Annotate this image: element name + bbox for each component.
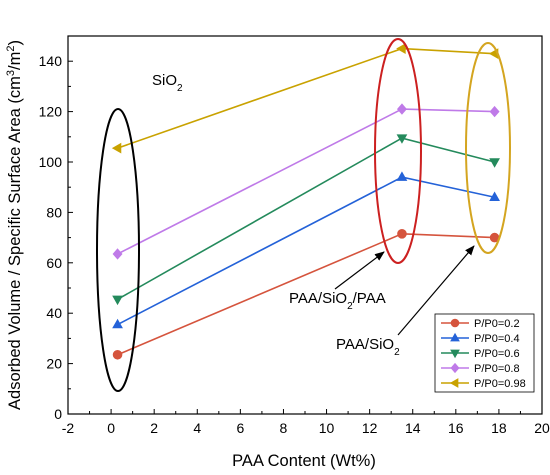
legend-label: P/P0=0.98 (474, 378, 526, 390)
legend-label: P/P0=0.6 (474, 348, 520, 360)
series-line (117, 108, 495, 255)
data-point (111, 142, 122, 154)
series-2 (112, 171, 500, 329)
legend: P/P0=0.2 P/P0=0.4 P/P0=0.6 P/P0=0.8 P/P0=0.9… (434, 313, 535, 393)
x-tick-label: 10 (319, 420, 335, 436)
y-tick-label: 60 (46, 255, 62, 271)
y-tick-label: 20 (46, 356, 62, 372)
legend-marker (449, 378, 459, 388)
data-point (112, 248, 123, 260)
sio2-ellipse (96, 108, 140, 392)
x-tick-label: -2 (62, 420, 75, 436)
data-point (396, 171, 408, 181)
annotation-paa-sio2-paa-sub: 2 (347, 301, 353, 312)
annotation-arrow-paa-sio2-paa (334, 251, 385, 290)
x-axis-title: PAA Content (Wt%) (232, 452, 376, 470)
data-point (489, 191, 500, 202)
y-axis-title-sup-2: 2 (5, 46, 17, 52)
annotation-sio2-sub: 2 (177, 83, 183, 94)
legend-marker (450, 332, 460, 342)
data-point (112, 349, 123, 360)
y-axis-title: Adsorbed Volume / Specific Surface Area … (5, 40, 24, 410)
legend-marker (450, 318, 460, 328)
annotation-paa-sio2: PAA/SiO2 (336, 336, 400, 358)
legend-label: P/P0=0.2 (474, 318, 520, 330)
series-5 (111, 43, 499, 154)
annotation-paa-sio2-paa: PAA/SiO2/PAA (289, 290, 386, 312)
paa-sio2-ellipse (465, 42, 511, 254)
series-3 (112, 134, 500, 306)
y-tick-label: 80 (46, 204, 62, 220)
y-axis-title-sup-3: 3 (5, 70, 17, 76)
x-tick-label: 12 (362, 420, 378, 436)
data-point (489, 105, 500, 118)
x-tick-label: 20 (534, 420, 550, 436)
x-tick-label: 2 (150, 420, 158, 436)
data-point (112, 318, 123, 329)
legend-label: P/P0=0.8 (474, 363, 520, 375)
x-tick-label: 18 (491, 420, 507, 436)
legend-marker (450, 349, 460, 359)
annotation-paa-sio2-sub: 2 (394, 347, 400, 358)
y-axis-title-slash: /m (6, 52, 24, 70)
data-point (396, 134, 408, 144)
series-1 (112, 229, 500, 360)
series-4 (112, 103, 500, 260)
y-tick-label: 0 (54, 406, 62, 422)
y-tick-label: 40 (46, 305, 62, 321)
data-point (489, 158, 500, 168)
x-tick-label: 14 (405, 420, 421, 436)
annotation-sio2: SiO2 (152, 72, 183, 94)
y-axis-title-close: ) (6, 40, 24, 46)
annotation-arrow-paa-sio2 (397, 245, 475, 336)
x-tick-label: 16 (448, 420, 464, 436)
series-line (117, 47, 495, 149)
x-tick-label: 8 (280, 420, 288, 436)
data-point (112, 295, 123, 306)
x-tick-label: 4 (193, 420, 201, 436)
legend-label: P/P0=0.4 (474, 333, 520, 345)
annotation-paa-sio2-paa-tail: /PAA (353, 290, 386, 307)
data-point (396, 103, 407, 115)
paa-sio2-paa-ellipse (374, 38, 422, 264)
y-tick-label: 100 (39, 154, 63, 170)
series-layer (111, 43, 500, 360)
legend-marker (450, 362, 460, 374)
data-point (396, 43, 406, 54)
y-axis-title-main: Adsorbed Volume / Specific Surface Area … (6, 76, 24, 410)
y-tick-label: 120 (39, 104, 63, 120)
data-point (397, 229, 407, 239)
y-tick-label: 140 (39, 53, 63, 69)
x-tick-label: 0 (107, 420, 115, 436)
x-tick-label: 6 (236, 420, 244, 436)
